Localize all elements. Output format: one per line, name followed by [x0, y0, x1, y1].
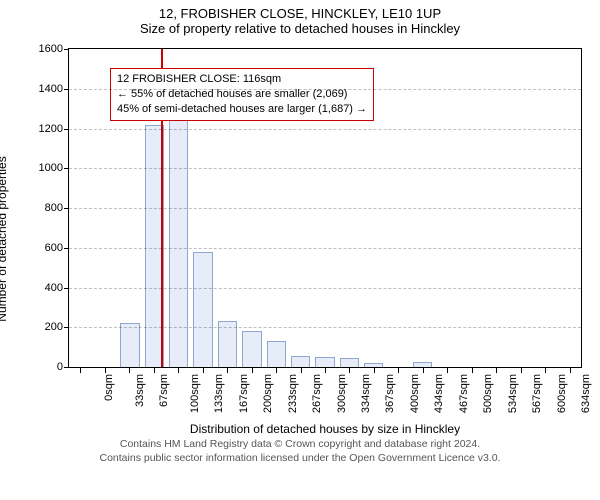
- x-tick-mark: [374, 368, 375, 373]
- x-tick-label: 33sqm: [134, 374, 146, 407]
- gridline: [69, 327, 581, 328]
- gridline: [69, 89, 581, 90]
- histogram-bar: [193, 252, 212, 367]
- x-tick-label: 167sqm: [238, 374, 250, 413]
- gridline: [69, 248, 581, 249]
- x-tick-label: 367sqm: [385, 374, 397, 413]
- x-tick-mark: [349, 368, 350, 373]
- x-tick-label: 0sqm: [103, 374, 115, 401]
- x-ticks-area: Distribution of detached houses by size …: [68, 368, 582, 438]
- x-tick-mark: [227, 368, 228, 373]
- histogram-bar: [120, 323, 139, 367]
- x-tick-mark: [570, 368, 571, 373]
- x-tick-label: 534sqm: [507, 374, 519, 413]
- footer-line2: Contains public sector information licen…: [8, 452, 592, 466]
- y-tick-mark: [64, 327, 69, 328]
- histogram-bar: [364, 363, 383, 367]
- y-tick-mark: [64, 168, 69, 169]
- plot-area: 12 FROBISHER CLOSE: 116sqm ← 55% of deta…: [68, 48, 582, 368]
- histogram-bar: [315, 357, 334, 367]
- annotation-line3: 45% of semi-detached houses are larger (…: [117, 102, 367, 117]
- x-tick-mark: [203, 368, 204, 373]
- x-tick-mark: [496, 368, 497, 373]
- x-tick-label: 267sqm: [311, 374, 323, 413]
- x-tick-label: 567sqm: [531, 374, 543, 413]
- x-tick-mark: [521, 368, 522, 373]
- x-tick-label: 200sqm: [262, 374, 274, 413]
- x-tick-mark: [178, 368, 179, 373]
- gridline: [69, 208, 581, 209]
- histogram-bar: [291, 356, 310, 367]
- gridline: [69, 168, 581, 169]
- histogram-bar: [340, 358, 359, 367]
- x-tick-mark: [325, 368, 326, 373]
- x-tick-label: 434sqm: [434, 374, 446, 413]
- x-tick-label: 100sqm: [189, 374, 201, 413]
- page-title-line2: Size of property relative to detached ho…: [8, 21, 592, 36]
- page-title-line1: 12, FROBISHER CLOSE, HINCKLEY, LE10 1UP: [8, 6, 592, 21]
- x-tick-mark: [447, 368, 448, 373]
- x-tick-label: 634sqm: [580, 374, 592, 413]
- x-tick-mark: [398, 368, 399, 373]
- x-tick-label: 400sqm: [409, 374, 421, 413]
- histogram-bar: [413, 362, 432, 367]
- y-tick-mark: [64, 89, 69, 90]
- x-tick-label: 67sqm: [158, 374, 170, 407]
- x-tick-mark: [105, 368, 106, 373]
- gridline: [69, 129, 581, 130]
- x-tick-mark: [423, 368, 424, 373]
- annotation-box: 12 FROBISHER CLOSE: 116sqm ← 55% of deta…: [110, 68, 374, 121]
- chart-area: Number of detached properties 12 FROBISH…: [8, 40, 592, 438]
- x-tick-label: 334sqm: [360, 374, 372, 413]
- x-tick-mark: [252, 368, 253, 373]
- y-tick-mark: [64, 49, 69, 50]
- y-tick-mark: [64, 248, 69, 249]
- annotation-line1: 12 FROBISHER CLOSE: 116sqm: [117, 72, 367, 87]
- x-tick-label: 467sqm: [458, 374, 470, 413]
- x-tick-mark: [472, 368, 473, 373]
- histogram-bar: [267, 341, 286, 367]
- x-tick-mark: [80, 368, 81, 373]
- x-tick-mark: [154, 368, 155, 373]
- footer-line1: Contains HM Land Registry data © Crown c…: [8, 438, 592, 452]
- histogram-bar: [242, 331, 261, 367]
- x-tick-label: 300sqm: [336, 374, 348, 413]
- y-tick-mark: [64, 129, 69, 130]
- x-tick-mark: [129, 368, 130, 373]
- x-axis-label: Distribution of detached houses by size …: [68, 422, 582, 436]
- y-axis-label: Number of detached properties: [0, 156, 9, 321]
- x-tick-label: 500sqm: [483, 374, 495, 413]
- x-tick-label: 600sqm: [556, 374, 568, 413]
- x-tick-mark: [301, 368, 302, 373]
- x-tick-label: 233sqm: [287, 374, 299, 413]
- x-tick-mark: [545, 368, 546, 373]
- x-tick-label: 133sqm: [213, 374, 225, 413]
- y-tick-mark: [64, 208, 69, 209]
- x-tick-mark: [276, 368, 277, 373]
- y-tick-mark: [64, 288, 69, 289]
- gridline: [69, 288, 581, 289]
